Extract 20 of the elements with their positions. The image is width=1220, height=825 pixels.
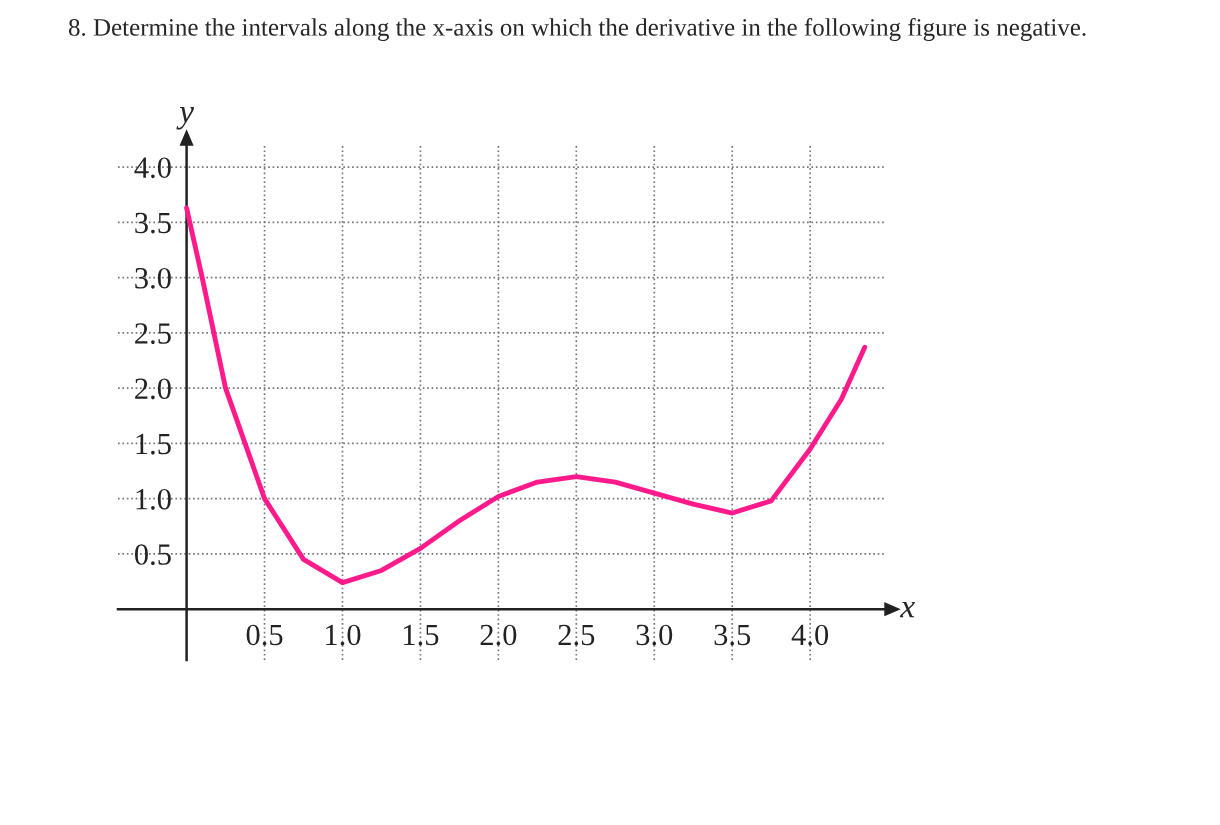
x-axis-title: x	[899, 601, 915, 618]
line-series	[184, 205, 868, 586]
x-tick-label: 4.0	[791, 624, 829, 646]
x-tick-label: 3.0	[636, 624, 673, 646]
y-axis-title: y	[176, 107, 195, 130]
y-tick-label: 3.5	[135, 212, 171, 234]
x-tick-label: 2.5	[558, 624, 595, 646]
y-tick-label: 3.0	[135, 267, 171, 289]
y-tick-label: 4.0	[134, 157, 171, 179]
y-tick-label: 1.5	[136, 433, 171, 455]
chart-title: 8. Determine the intervals along the x-axis on which the derivative in the following figure is negative.	[68, 18, 1086, 41]
x-tick-label: 1.5	[404, 624, 439, 646]
y-tick-label: 1.0	[136, 488, 171, 510]
y-tick-label: 2.0	[135, 378, 171, 400]
x-tick-label: 2.0	[480, 624, 517, 646]
x-tick-label: 0.5	[246, 624, 283, 646]
x-tick-label: 3.5	[714, 624, 751, 646]
x-tick-label: 1.0	[326, 624, 361, 646]
y-tick-label: 0.5	[134, 544, 171, 565]
y-tick-label: 2.5	[135, 323, 171, 344]
